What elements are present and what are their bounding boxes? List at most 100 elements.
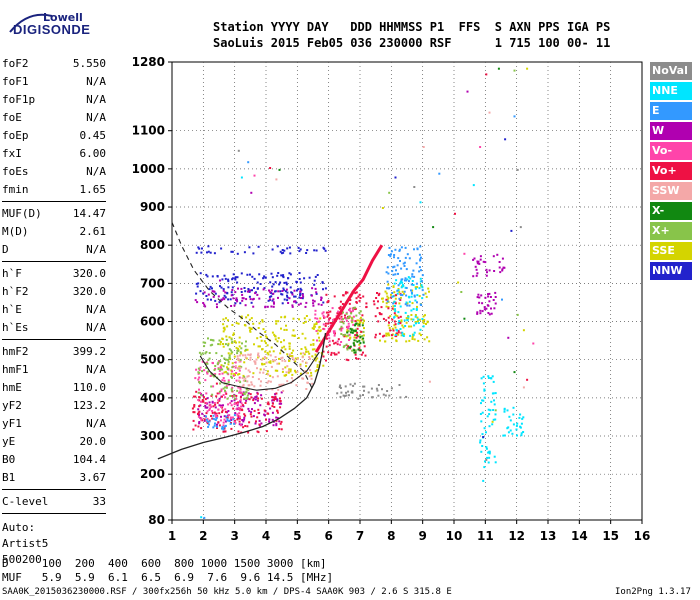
data-point-sse [231, 362, 234, 365]
data-point-ssw [263, 368, 266, 371]
data-point-sse [297, 337, 300, 339]
data-point-e [208, 420, 211, 423]
data-point-voplus [218, 424, 221, 427]
param-name: B1 [2, 471, 16, 484]
data-point-nnw [263, 287, 266, 290]
header-values: SaoLuis 2015 Feb05 036 230000 RSF 1 715 … [213, 36, 611, 50]
data-point-ssw [281, 356, 284, 359]
data-point-voplus [260, 397, 263, 400]
data-point-voplus [399, 315, 402, 318]
data-point-ssw [241, 377, 244, 379]
data-point-xplus [346, 317, 349, 320]
data-point-voplus [255, 420, 257, 423]
data-point-sse [405, 321, 408, 324]
x-tick-label: 5 [293, 529, 301, 543]
data-point-xplus [227, 358, 229, 361]
param-value: N/A [86, 93, 106, 106]
data-point-ssw [282, 390, 285, 392]
data-point-e [394, 248, 397, 251]
data-point-w [247, 407, 250, 410]
data-point-w [221, 298, 224, 301]
data-point-w [485, 274, 488, 277]
data-point-sse [262, 357, 264, 360]
data-point-xplus [225, 386, 228, 389]
data-point-vominus [240, 405, 243, 408]
data-point-vominus [230, 404, 233, 407]
data-point-w [233, 304, 236, 307]
data-point-sse [411, 289, 414, 292]
data-point-xplus [220, 354, 223, 357]
data-point-xplus [354, 349, 357, 352]
data-point-sse [284, 348, 287, 351]
data-point-w [241, 299, 244, 302]
data-point-voplus [338, 317, 341, 320]
data-point-nne [512, 406, 515, 409]
footer-muf-row: MUF 5.9 5.9 6.1 6.5 6.9 7.6 9.6 14.5 [MH… [2, 571, 334, 584]
data-point-sse [413, 338, 416, 341]
sparse-data-point [219, 279, 221, 282]
data-point-nnw [211, 287, 213, 290]
data-point-sse [292, 329, 295, 332]
data-point-sse [283, 316, 286, 319]
data-point-xplus [224, 389, 226, 392]
sparse-data-point [522, 329, 525, 332]
data-point-xplus [222, 365, 225, 368]
data-point-xplus [230, 338, 233, 341]
data-point-vominus [332, 318, 335, 321]
data-point-e [419, 303, 422, 306]
data-point-nnw [227, 280, 230, 283]
data-point-nne [399, 280, 402, 283]
data-point-vominus [218, 373, 221, 376]
data-point-noval [344, 385, 347, 388]
data-point-e [413, 294, 416, 297]
data-point-ssw [308, 357, 311, 360]
data-point-e [386, 287, 388, 290]
data-point-noval [345, 394, 348, 397]
data-point-w [268, 298, 271, 301]
data-point-w [268, 420, 271, 423]
data-point-sse [249, 330, 252, 333]
data-point-voplus [326, 301, 329, 304]
data-point-sse [252, 372, 255, 375]
data-point-nne [412, 284, 415, 286]
virtual-height-trace [199, 351, 320, 391]
auto-info-line2: Artist5 [2, 537, 49, 550]
data-point-voplus [216, 415, 219, 418]
data-point-vominus [203, 369, 206, 372]
sparse-data-point [269, 167, 272, 169]
data-point-ssw [281, 359, 284, 362]
data-point-nnw [218, 301, 221, 304]
data-point-xplus [245, 340, 247, 343]
sparse-data-point [381, 207, 384, 209]
data-point-e [214, 422, 216, 425]
data-point-sse [226, 325, 229, 328]
data-point-sse [428, 290, 430, 293]
muf-dashed-curve [171, 222, 314, 391]
param-name: B0 [2, 453, 16, 466]
data-point-voplus [342, 294, 345, 297]
data-point-nne [516, 434, 518, 437]
data-point-w [476, 262, 479, 265]
data-point-sse [290, 354, 293, 357]
data-point-sse [304, 337, 307, 340]
data-point-voplus [393, 320, 396, 323]
param-value: N/A [86, 417, 106, 430]
data-point-w [254, 396, 257, 399]
data-point-ssw [272, 359, 275, 362]
data-point-voplus [365, 305, 368, 308]
data-point-nnw [298, 278, 301, 280]
data-point-xplus [355, 328, 357, 331]
data-point-nnw [283, 249, 286, 252]
data-point-vominus [328, 337, 331, 340]
data-point-voplus [340, 312, 343, 315]
data-point-w [239, 401, 242, 404]
data-point-voplus [249, 413, 252, 416]
data-point-xplus [227, 360, 230, 363]
data-point-sse [322, 364, 325, 367]
data-point-nnw [209, 285, 212, 288]
data-point-e [406, 304, 409, 307]
data-point-w [312, 302, 315, 305]
data-point-voplus [192, 428, 195, 431]
data-point-sse [382, 300, 385, 303]
data-point-nnw [280, 293, 283, 296]
